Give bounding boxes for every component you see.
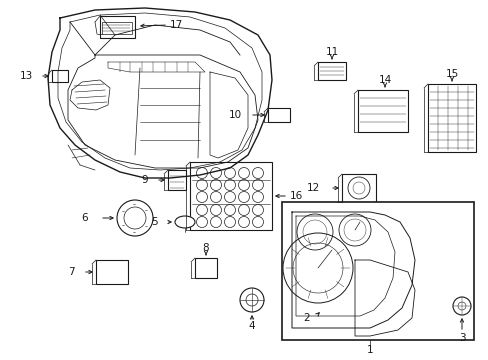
Text: 16: 16: [289, 191, 303, 201]
Bar: [357, 90, 407, 132]
Text: 1: 1: [366, 345, 372, 355]
Text: 9: 9: [141, 175, 148, 185]
Text: 7: 7: [68, 267, 75, 277]
Text: 11: 11: [325, 47, 338, 57]
Bar: [52, 70, 68, 82]
Bar: [427, 84, 475, 152]
Bar: [100, 16, 135, 38]
Bar: [190, 162, 271, 230]
Ellipse shape: [175, 216, 195, 228]
Text: 8: 8: [202, 243, 209, 253]
Text: 12: 12: [306, 183, 319, 193]
Text: 3: 3: [458, 333, 465, 343]
Bar: [195, 258, 217, 278]
Text: 14: 14: [378, 75, 391, 85]
Text: 4: 4: [248, 321, 255, 331]
Bar: [267, 108, 289, 122]
Bar: [341, 174, 375, 202]
Bar: [282, 202, 473, 340]
Text: 13: 13: [20, 71, 33, 81]
Text: 2: 2: [303, 313, 309, 323]
Text: 10: 10: [228, 110, 242, 120]
Bar: [102, 22, 132, 34]
Text: 6: 6: [81, 213, 88, 223]
Text: 17: 17: [170, 20, 183, 30]
Text: 5: 5: [151, 217, 158, 227]
Bar: [317, 62, 346, 80]
Text: 15: 15: [445, 69, 458, 79]
Bar: [168, 170, 185, 190]
Bar: [96, 260, 128, 284]
